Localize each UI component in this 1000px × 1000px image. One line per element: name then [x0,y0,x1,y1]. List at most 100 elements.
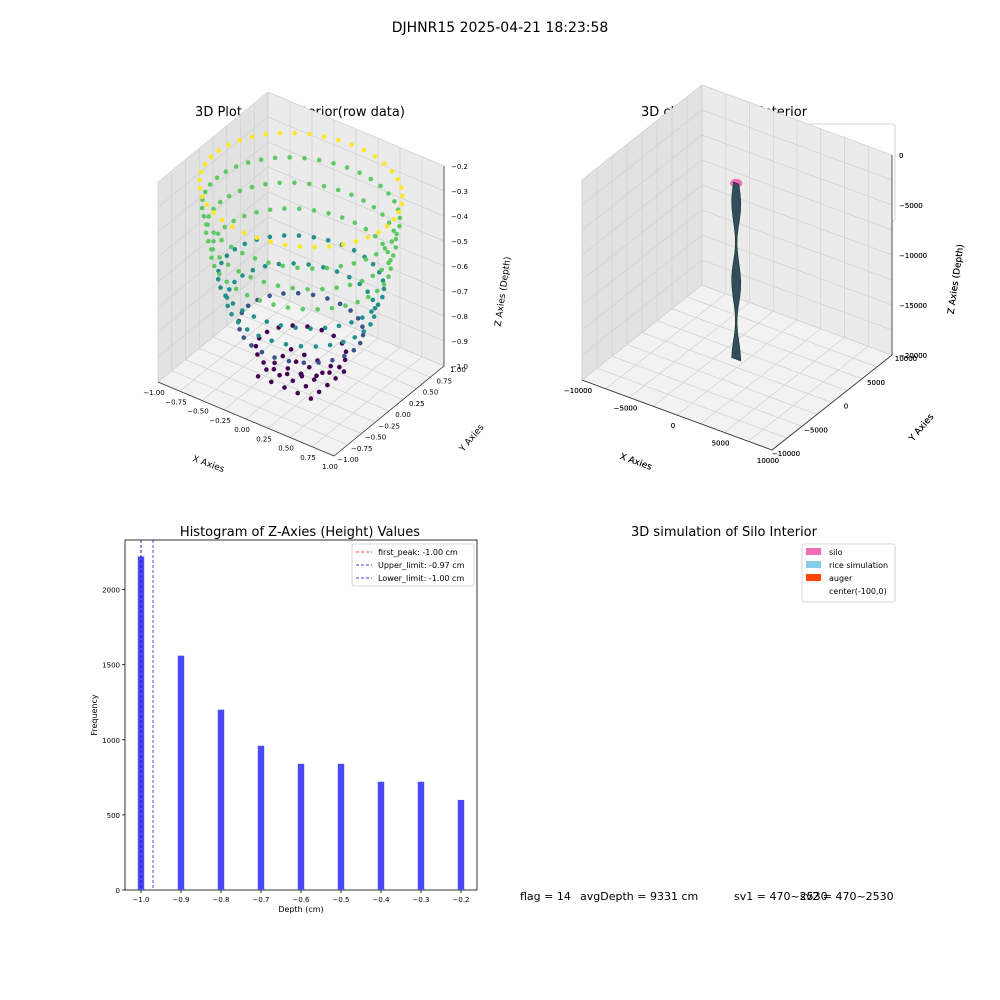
p3-histogram-bar [297,763,305,890]
panel1-3d-scatter: −1.00−0.75−0.50−0.250.000.250.500.751.00… [143,91,513,475]
p1-x-tick-label: 0.00 [234,426,250,434]
p1-scatter-point [352,220,358,226]
p1-scatter-point [327,244,332,249]
p1-scatter-point [331,333,337,339]
p1-scatter-point [211,206,216,212]
p3-x-tick-label: −0.8 [213,896,230,904]
p1-scatter-point [201,214,207,219]
p1-z-tick-label: −0.7 [451,288,468,296]
p1-scatter-point [255,374,261,379]
p1-scatter-point [217,255,222,260]
p1-scatter-point [264,367,269,372]
p1-scatter-point [283,342,289,347]
p1-y-tick-label: 0.75 [436,377,452,385]
p1-z-tick-label: −0.2 [451,163,468,171]
p1-scatter-point [211,239,216,244]
p3-x-tick-label: −0.5 [333,896,350,904]
p3-x-tick-label: −0.2 [453,896,470,904]
p1-scatter-point [216,148,222,153]
p1-scatter-point [337,301,343,307]
p1-scatter-point [232,247,238,252]
p1-scatter-point [339,215,345,220]
p1-scatter-point [305,287,310,292]
p1-scatter-point [237,138,242,143]
p1-scatter-point [267,293,272,299]
p2-x-tick-label: −5000 [614,405,638,413]
p1-scatter-point [292,180,297,185]
p1-scatter-point [224,279,230,285]
p1-scatter-point [337,364,342,370]
p1-scatter-point [328,363,334,369]
p1-scatter-point [215,231,221,237]
p1-y-tick-label: 1.00 [450,366,466,374]
p1-scatter-point [382,161,387,166]
p1-scatter-point [372,154,378,159]
p1-scatter-point [218,199,223,205]
p1-scatter-point [242,213,247,219]
p1-scatter-point [261,360,266,365]
p1-scatter-point [359,278,365,284]
p1-scatter-point [242,241,248,247]
p1-scatter-point [237,188,243,194]
p1-grid-line [157,191,269,283]
p1-scatter-point [236,269,241,274]
p1-scatter-point [226,142,231,148]
p1-scatter-point [282,206,287,211]
p1-scatter-point [222,224,228,230]
p4-z-tick-label: −10000 [899,252,927,260]
p1-grid-line [267,91,445,167]
p4-grid-line [701,109,893,181]
footer-sv1: sv1 = 470~2530 [734,890,828,903]
p1-scatter-point [264,319,270,324]
p4-x-tick-label: 10000 [757,457,779,465]
p1-scatter-point [389,168,395,174]
p1-scatter-point [214,175,220,180]
p1-scatter-point [209,255,214,260]
p1-scatter-point [320,286,325,292]
p1-z-tick-label: −0.9 [451,338,468,346]
p1-scatter-point [355,299,360,305]
p1-scatter-point [255,352,260,357]
p1-scatter-point [263,182,268,187]
p1-scatter-point [212,263,217,269]
p1-scatter-point [203,230,209,236]
p1-scatter-point [261,279,267,285]
panel4-title: 3D simulation of Silo Interior [631,525,818,540]
p1-x-tick-label: 0.50 [278,445,294,453]
p3-histogram-bar [377,781,385,890]
p3-x-axis-label: Depth (cm) [278,905,323,914]
p1-grid-line [226,325,403,401]
p1-scatter-point [276,261,282,267]
p1-scatter-point [249,134,255,140]
p4-grid-line [581,184,703,281]
p1-scatter-point [306,262,311,267]
p1-scatter-point [310,266,315,271]
p1-scatter-point [227,287,232,292]
p1-scatter-point [300,306,306,312]
p1-scatter-point [386,260,391,266]
p4-grid-line [700,328,821,425]
p1-scatter-point [380,294,385,300]
p1-z-tick-label: −0.3 [451,188,468,196]
p1-scatter-point [280,353,286,359]
p1-scatter-point [389,239,395,244]
p1-grid-line [289,347,401,438]
p1-scatter-point [269,338,275,344]
p1-scatter-point [321,184,327,189]
p1-scatter-point [331,161,336,166]
p1-grid-line [267,191,445,267]
p1-scatter-point [219,260,224,266]
p1-scatter-point [385,249,391,255]
p1-scatter-point [233,164,239,169]
p3-y-tick-label: 1500 [102,662,120,670]
p1-scatter-point [336,137,341,143]
p1-scatter-point [286,358,292,364]
p1-scatter-point [361,329,367,334]
p1-scatter-point [372,233,378,239]
p1-scatter-point [272,355,277,360]
p3-legend-label: first_peak: -1.00 cm [378,548,458,557]
p1-scatter-point [334,285,339,291]
p1-x-tick-label: −0.75 [165,398,186,406]
p4-grid-line [701,84,893,156]
